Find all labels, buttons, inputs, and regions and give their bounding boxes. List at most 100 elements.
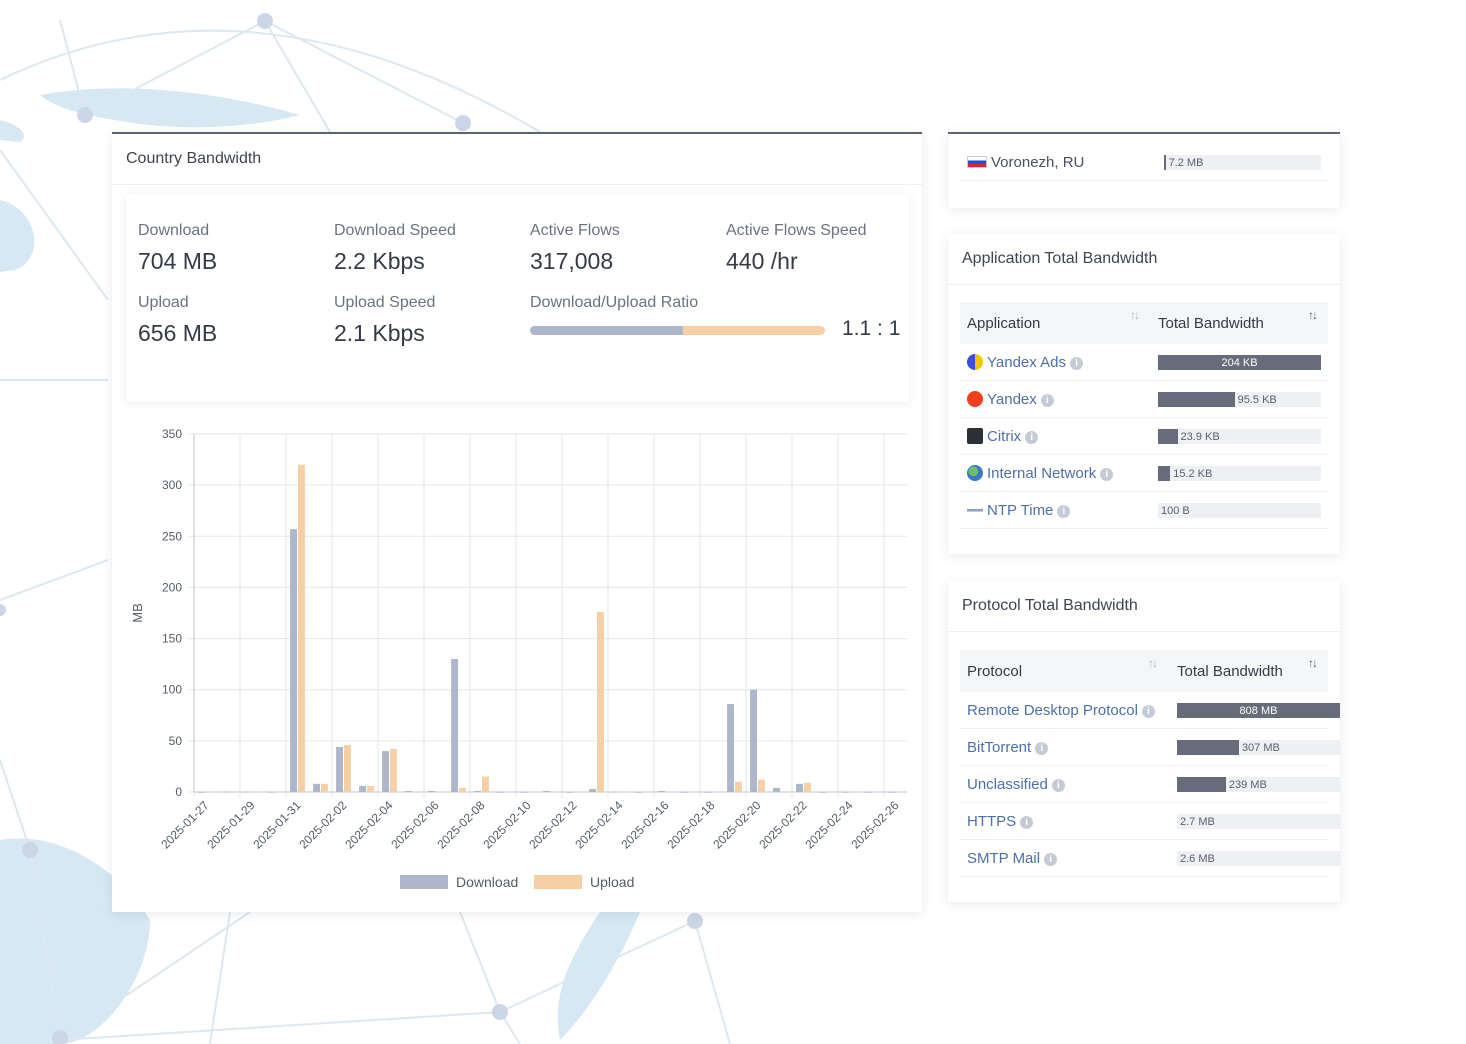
- bandwidth-bar-fill: [1158, 392, 1235, 407]
- row-name[interactable]: NTP Time: [987, 502, 1054, 519]
- x-tick-label: 2025-02-08: [434, 798, 488, 852]
- bandwidth-value: 95.5 KB: [1237, 394, 1277, 406]
- row-name[interactable]: Voronezh, RU: [991, 154, 1085, 171]
- row-name[interactable]: SMTP Mail: [967, 850, 1041, 867]
- bandwidth-value: 307 MB: [1241, 742, 1280, 754]
- table-row: Citrix i 23.9 KB: [960, 418, 1328, 455]
- citrix-icon: [967, 428, 983, 444]
- ntp-icon: [967, 502, 983, 518]
- bar-download: [842, 791, 849, 793]
- info-icon[interactable]: i: [1141, 705, 1155, 718]
- row-name[interactable]: Citrix: [987, 428, 1022, 445]
- bar-download: [865, 791, 872, 793]
- sort-protocol-icon[interactable]: ↑↓: [1148, 656, 1158, 670]
- upload-speed-label: Upload Speed: [334, 294, 436, 311]
- row-link[interactable]: Yandex Ads i: [967, 354, 1083, 371]
- x-tick-label: 2025-02-12: [526, 798, 580, 852]
- info-icon[interactable]: i: [1100, 468, 1114, 481]
- bar-download: [451, 659, 458, 792]
- download-speed-stat: Download Speed 2.2 Kbps: [334, 222, 456, 275]
- info-icon[interactable]: i: [1040, 394, 1054, 407]
- x-tick-label: 2025-02-16: [618, 798, 672, 852]
- row-link[interactable]: BitTorrent i: [967, 739, 1049, 756]
- bar-download: [382, 751, 389, 792]
- sort-total-bandwidth-icon[interactable]: ↑↓: [1308, 308, 1318, 322]
- bar-download: [635, 791, 642, 793]
- info-icon[interactable]: i: [1035, 742, 1049, 755]
- info-icon[interactable]: i: [1020, 816, 1034, 829]
- active-flows-stat: Active Flows 317,008: [530, 222, 620, 275]
- row-name[interactable]: BitTorrent: [967, 739, 1032, 756]
- bar-download: [198, 791, 205, 793]
- y-tick-label: 150: [162, 632, 182, 646]
- city-table: Voronezh, RU 7.2 MB: [960, 144, 1328, 181]
- row-link[interactable]: Citrix i: [967, 428, 1039, 445]
- bar-download: [497, 791, 504, 793]
- info-icon[interactable]: i: [1044, 853, 1058, 866]
- ratio-value: 1.1 : 1: [842, 317, 901, 340]
- column-header-total-bandwidth[interactable]: Total Bandwidth: [1158, 315, 1264, 332]
- bar-download: [727, 704, 734, 792]
- row-name[interactable]: Remote Desktop Protocol: [967, 702, 1138, 719]
- row-link[interactable]: Yandex i: [967, 391, 1054, 408]
- sort-application-icon[interactable]: ↑↓: [1130, 308, 1140, 322]
- column-header-protocol[interactable]: Protocol: [967, 663, 1023, 680]
- x-tick-label: 2025-02-14: [572, 798, 626, 852]
- row-link[interactable]: Voronezh, RU: [967, 154, 1084, 171]
- bandwidth-bar: 2.6 MB: [1177, 851, 1340, 866]
- row-link[interactable]: SMTP Mail i: [967, 850, 1058, 867]
- row-link[interactable]: Remote Desktop Protocol i: [967, 702, 1155, 719]
- info-icon[interactable]: i: [1051, 779, 1065, 792]
- table-row: Yandex i 95.5 KB: [960, 381, 1328, 418]
- bar-download: [543, 790, 550, 792]
- active-flows-speed-label: Active Flows Speed: [726, 222, 867, 239]
- active-flows-label: Active Flows: [530, 222, 620, 239]
- x-tick-label: 2025-01-31: [250, 798, 304, 852]
- bar-download: [566, 791, 573, 793]
- bandwidth-bar: 204 KB: [1158, 355, 1321, 370]
- bandwidth-bar-fill: [1177, 703, 1340, 718]
- bandwidth-bar-fill: [1158, 355, 1321, 370]
- protocol-rows: Remote Desktop Protocol i 808 MB BitTorrent…: [960, 692, 1340, 877]
- bar-download: [359, 785, 366, 792]
- table-row: Internal Network i 15.2 KB: [960, 455, 1328, 492]
- column-header-application[interactable]: Application: [967, 315, 1041, 332]
- bar-upload: [344, 744, 351, 792]
- column-header-total-bandwidth[interactable]: Total Bandwidth: [1177, 663, 1283, 680]
- bar-download: [589, 788, 596, 792]
- info-icon[interactable]: i: [1057, 505, 1071, 518]
- upload-speed-value: 2.1 Kbps: [334, 320, 425, 346]
- stats-summary: Download 704 MB Download Speed 2.2 Kbps …: [126, 194, 909, 402]
- x-tick-label: 2025-02-26: [848, 798, 902, 852]
- bar-upload: [804, 782, 811, 792]
- row-link[interactable]: Unclassified i: [967, 776, 1065, 793]
- row-link[interactable]: NTP Time i: [967, 502, 1071, 519]
- row-link[interactable]: Internal Network i: [967, 465, 1114, 482]
- bar-download: [520, 791, 527, 793]
- x-tick-label: 2025-02-10: [480, 798, 534, 852]
- legend-swatch-upload: [534, 875, 582, 889]
- info-icon[interactable]: i: [1069, 357, 1083, 370]
- y-tick-label: 250: [162, 529, 182, 543]
- bar-download: [290, 529, 297, 792]
- country-bandwidth-title: Country Bandwidth: [112, 134, 922, 185]
- ratio-progress-bar: [530, 326, 825, 335]
- row-name[interactable]: Internal Network: [987, 465, 1097, 482]
- sort-total-bandwidth-icon[interactable]: ↑↓: [1308, 656, 1318, 670]
- download-stat: Download 704 MB: [138, 222, 217, 275]
- row-name[interactable]: HTTPS: [967, 813, 1017, 830]
- download-label: Download: [138, 222, 210, 239]
- bandwidth-value: 23.9 KB: [1180, 431, 1220, 443]
- row-name[interactable]: Yandex Ads: [987, 354, 1066, 371]
- bandwidth-value: 808 MB: [1239, 705, 1278, 717]
- bar-download: [681, 791, 688, 793]
- row-name[interactable]: Unclassified: [967, 776, 1048, 793]
- bandwidth-bar: 95.5 KB: [1158, 392, 1321, 407]
- y-tick-label: 100: [162, 683, 182, 697]
- info-icon[interactable]: i: [1025, 431, 1039, 444]
- bandwidth-bar-fill: [1158, 466, 1171, 481]
- x-tick-label: 2025-01-27: [158, 798, 212, 852]
- row-name[interactable]: Yandex: [987, 391, 1037, 408]
- bar-download: [773, 787, 780, 792]
- row-link[interactable]: HTTPS i: [967, 813, 1034, 830]
